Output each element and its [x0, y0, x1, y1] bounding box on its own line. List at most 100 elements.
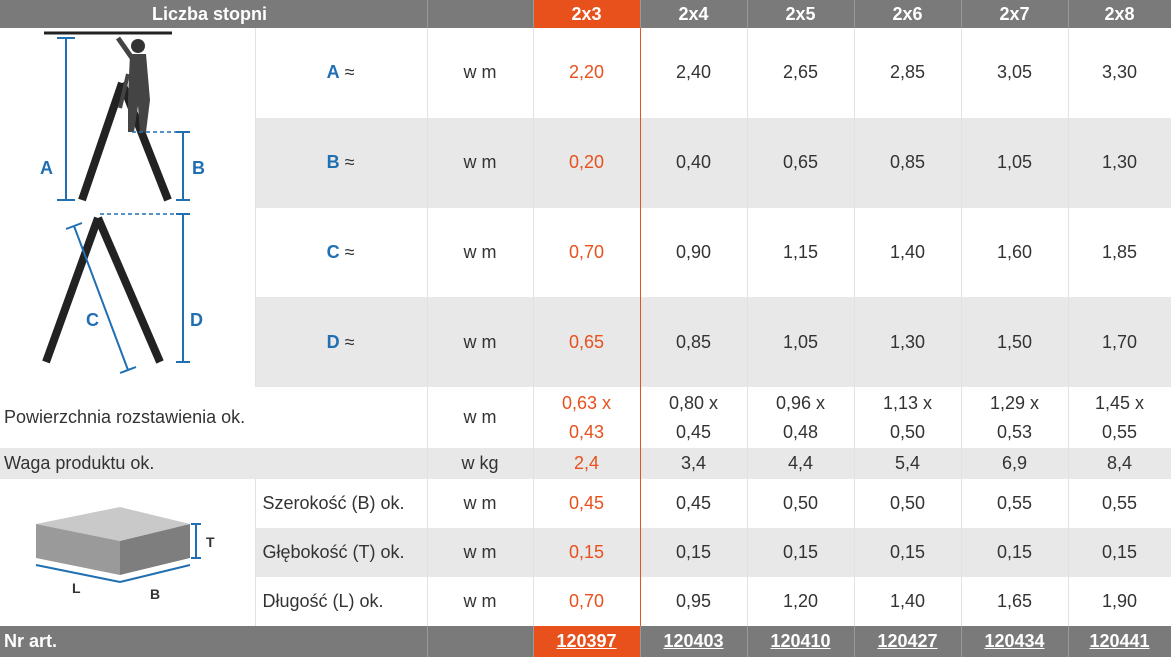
value-cell: 0,40 — [640, 117, 748, 208]
article-cell: 120410 — [747, 626, 855, 657]
footer-unit — [427, 626, 534, 657]
value-cell: 2,20 — [532, 28, 641, 118]
article-link-120441[interactable]: 120441 — [1089, 631, 1150, 651]
value-cell: 2,65 — [747, 28, 855, 118]
weight-label: Waga produktu ok. — [0, 448, 428, 479]
value-cell: 4,4 — [747, 448, 855, 479]
value-cell: 0,55 — [961, 479, 1069, 529]
value-cell: 2,4 — [532, 448, 641, 479]
value-cell: 3,30 — [1068, 28, 1171, 118]
dim-letter-b: B — [192, 158, 205, 178]
value-cell: 0,95 — [640, 576, 748, 626]
unit-cell: w m — [427, 479, 534, 529]
article-cell: 120434 — [961, 626, 1069, 657]
box-letter-l: L — [72, 580, 81, 596]
ladder-illustration: A B C — [40, 31, 205, 374]
unit-cell: w m — [427, 297, 534, 387]
unit-cell: w m — [427, 387, 534, 448]
header-col-2x7: 2x7 — [961, 0, 1069, 28]
header-unit — [427, 0, 534, 28]
value-cell: 0,50 — [854, 479, 962, 529]
row-label-c: C ≈ — [255, 207, 428, 298]
value-cell: 0,65 — [532, 297, 641, 387]
value-cell: 1,40 — [854, 576, 962, 626]
value-cell: 0,55 — [1068, 479, 1171, 529]
footer-label: Nr art. — [0, 626, 428, 657]
dim-letter-a: A — [40, 158, 53, 178]
value-cell: 0,50 — [747, 479, 855, 529]
row-label-a: A ≈ — [255, 28, 428, 118]
value-cell: 3,4 — [640, 448, 748, 479]
value-cell: 1,85 — [1068, 207, 1171, 298]
header-title: Liczba stopni — [0, 0, 428, 28]
header-row: Liczba stopni 2x3 2x4 2x5 2x6 2x7 2x8 — [0, 0, 1171, 28]
value-cell: 5,4 — [854, 448, 962, 479]
article-link-120397[interactable]: 120397 — [556, 631, 617, 651]
value-cell: 0,15 — [747, 528, 855, 577]
value-cell: 1,15 — [747, 207, 855, 298]
value-cell: 6,9 — [961, 448, 1069, 479]
article-link-120410[interactable]: 120410 — [770, 631, 831, 651]
value-cell: 0,85 — [640, 297, 748, 387]
unit-cell: w m — [427, 207, 534, 298]
article-link-120434[interactable]: 120434 — [984, 631, 1045, 651]
value-cell: 0,15 — [854, 528, 962, 577]
value-cell: 1,05 — [747, 297, 855, 387]
surface-label: Powierzchnia rozstawienia ok. — [0, 387, 428, 448]
value-cell: 1,13 x 0,50 — [854, 387, 962, 448]
value-cell: 0,15 — [532, 528, 641, 577]
depth-label: Głębokość (T) ok. — [255, 528, 428, 577]
box-letter-b: B — [150, 586, 160, 602]
value-cell: 0,80 x 0,45 — [640, 387, 748, 448]
value-cell: 0,15 — [640, 528, 748, 577]
value-cell: 0,70 — [532, 207, 641, 298]
article-link-120403[interactable]: 120403 — [663, 631, 724, 651]
table-row: Waga produktu ok. w kg 2,4 3,4 4,4 5,4 6… — [0, 448, 1171, 479]
value-cell: 1,05 — [961, 117, 1069, 208]
value-cell: 0,15 — [1068, 528, 1171, 577]
value-cell: 0,90 — [640, 207, 748, 298]
unit-cell: w m — [427, 576, 534, 626]
unit-cell: w kg — [427, 448, 534, 479]
package-illustration: T L B — [35, 507, 215, 602]
value-cell: 0,85 — [854, 117, 962, 208]
unit-cell: w m — [427, 28, 534, 118]
article-cell: 120403 — [640, 626, 748, 657]
value-cell: 1,40 — [854, 207, 962, 298]
value-cell: 1,30 — [854, 297, 962, 387]
table-row: A B C — [0, 28, 1171, 387]
value-cell: 2,85 — [854, 28, 962, 118]
value-cell: 1,65 — [961, 576, 1069, 626]
table-row: Długość (L) ok. w m 0,70 0,95 1,20 1,40 … — [0, 576, 1171, 626]
dim-letter-c: C — [86, 310, 99, 330]
table-row: Powierzchnia rozstawienia ok. w m 0,63 x… — [0, 387, 1171, 448]
header-col-2x4: 2x4 — [640, 0, 748, 28]
article-link-120427[interactable]: 120427 — [877, 631, 938, 651]
ladder-diagram: A B C — [0, 28, 256, 387]
value-cell: 1,45 x 0,55 — [1068, 387, 1171, 448]
value-cell: 0,45 — [640, 479, 748, 529]
value-cell: 0,15 — [961, 528, 1069, 577]
value-cell: 8,4 — [1068, 448, 1171, 479]
table-row: C ≈ w m 0,70 0,90 1,15 1,40 1,60 1,85 — [0, 207, 1171, 298]
width-label: Szerokość (B) ok. — [255, 479, 428, 529]
length-label: Długość (L) ok. — [255, 576, 428, 626]
table-row: T L B Szerokość (B) ok. w m 0,45 0,45 0,… — [0, 479, 1171, 626]
value-cell: 1,29 x 0,53 — [961, 387, 1069, 448]
value-cell: 0,63 x 0,43 — [532, 387, 641, 448]
value-cell: 0,65 — [747, 117, 855, 208]
value-cell: 1,30 — [1068, 117, 1171, 208]
value-cell: 1,70 — [1068, 297, 1171, 387]
value-cell: 0,70 — [532, 576, 641, 626]
package-diagram: T L B — [0, 479, 256, 626]
value-cell: 1,20 — [747, 576, 855, 626]
value-cell: 0,96 x 0,48 — [747, 387, 855, 448]
table-row: D ≈ w m 0,65 0,85 1,05 1,30 1,50 1,70 — [0, 297, 1171, 387]
row-label-b: B ≈ — [255, 117, 428, 208]
unit-cell: w m — [427, 528, 534, 577]
value-cell: 1,60 — [961, 207, 1069, 298]
value-cell: 1,50 — [961, 297, 1069, 387]
value-cell: 1,90 — [1068, 576, 1171, 626]
header-col-2x8: 2x8 — [1068, 0, 1171, 28]
